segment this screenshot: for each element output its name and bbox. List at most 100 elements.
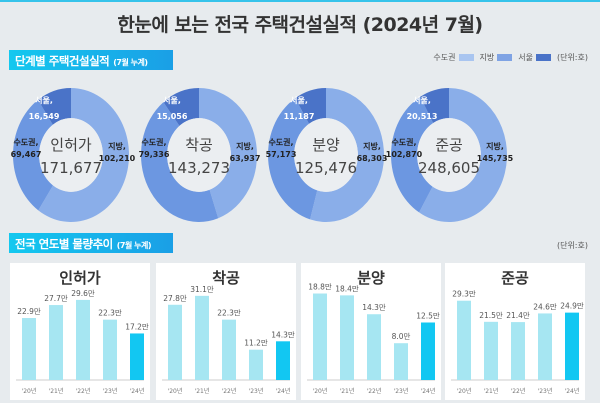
bar xyxy=(367,314,381,380)
data-label: 11.2만 xyxy=(244,339,268,348)
bar-chart: 18.8만 '20년 18.4만 '21년 14.3만 '22년 8.0만 '23년 12.5만… xyxy=(307,283,440,395)
page-title: 한눈에 보는 전국 주택건설실적 (2024년 7월) xyxy=(117,14,483,36)
slice-sudo xyxy=(391,96,434,213)
bar xyxy=(457,300,471,380)
tick-label: '22년 xyxy=(367,387,382,395)
tick-label: '21년 xyxy=(195,387,210,395)
seoul-label: 서울, xyxy=(35,95,53,105)
tick-label: '22년 xyxy=(222,387,237,395)
data-label: 27.7만 xyxy=(44,294,68,303)
bar xyxy=(394,343,408,380)
data-label: 24.9만 xyxy=(560,302,584,311)
donut-charts: 인허가171,677서울,16,549수도권,69,467지방,102,210착… xyxy=(11,88,514,223)
bar xyxy=(168,304,182,380)
tick-label: '24년 xyxy=(421,387,436,395)
bar xyxy=(76,299,90,380)
section-sub: (7월 누계) xyxy=(116,241,152,250)
donut-hole xyxy=(167,118,231,192)
bar xyxy=(484,321,498,380)
slice-seoul xyxy=(295,88,326,124)
legend: 수도권 지방 서울 (단위:호) xyxy=(433,52,588,63)
bar xyxy=(313,293,327,380)
bar-chart: 29.3만 '20년 21.5만 '21년 21.4만 '22년 24.6만 '23년 24.9… xyxy=(451,290,584,395)
bar xyxy=(130,333,144,380)
donut-3: 준공 248,605 서울, 20,513 수도권, 102,870 지방, 145,735 xyxy=(386,88,514,223)
donut-hole xyxy=(39,118,103,192)
donut-title: 착공 xyxy=(185,136,213,154)
donut-total: 125,476 xyxy=(295,159,357,177)
data-label: 18.8만 xyxy=(308,283,332,292)
bar xyxy=(538,313,552,380)
unit-label: (단위:호) xyxy=(556,53,588,62)
donut-hole xyxy=(294,118,358,192)
sudo-value: 57,173 xyxy=(266,150,297,159)
slice-jibang xyxy=(310,88,384,222)
sudo-label: 수도권, xyxy=(141,137,166,147)
unit-label-trend: (단위:호) xyxy=(556,241,588,250)
seoul-label: 서울, xyxy=(163,95,181,105)
legend-item-sudo: 수도권 xyxy=(433,52,474,63)
panel-title: 인허가 xyxy=(59,269,101,287)
tick-label: '23년 xyxy=(103,387,118,395)
tick-label: '23년 xyxy=(538,387,553,395)
donut-title: 분양 xyxy=(312,136,340,154)
jibang-value: 68,303 xyxy=(357,154,388,163)
tick-label: '24년 xyxy=(565,387,580,395)
slice-seoul xyxy=(163,88,199,126)
data-label: 8.0만 xyxy=(392,332,411,341)
donut-2: 분양 125,476 서울, 11,187 수도권, 57,173 지방, 68,303 xyxy=(266,88,388,222)
data-label: 29.3만 xyxy=(452,290,476,299)
sudo-label: 수도권, xyxy=(268,137,293,147)
data-label: 29.6만 xyxy=(71,289,95,298)
data-label: 14.3만 xyxy=(271,330,295,339)
donut-total: 171,677 xyxy=(40,159,102,177)
tick-label: '20년 xyxy=(168,387,183,395)
bar xyxy=(276,341,290,380)
sudo-label: 수도권, xyxy=(13,137,38,147)
tick-label: '22년 xyxy=(511,387,526,395)
seoul-value: 11,187 xyxy=(284,112,315,121)
seoul-label: 서울, xyxy=(290,95,308,105)
top-accent-line xyxy=(0,0,600,2)
data-label: 21.4만 xyxy=(506,311,530,320)
jibang-label: 지방, xyxy=(363,141,381,151)
tick-label: '24년 xyxy=(276,387,291,395)
tick-label: '21년 xyxy=(484,387,499,395)
tick-label: '20년 xyxy=(22,387,37,395)
bar xyxy=(340,295,354,380)
bar xyxy=(103,319,117,380)
legend-item-jibang: 지방 xyxy=(480,52,513,63)
jibang-label: 지방, xyxy=(236,141,254,151)
bar xyxy=(421,322,435,380)
bar-panel-1: 착공 27.8만 '20년 31.1만 '21년 22.3만 '22년 11.2만 '23년 14… xyxy=(156,263,296,400)
tick-label: '21년 xyxy=(340,387,355,395)
donut-title: 준공 xyxy=(435,136,463,154)
donut-1: 착공 143,273 서울, 15,056 수도권, 79,336 지방, 63,937 xyxy=(139,88,260,222)
data-label: 27.8만 xyxy=(163,294,187,303)
bar xyxy=(249,349,263,380)
bar xyxy=(195,295,209,380)
tick-label: '22년 xyxy=(76,387,91,395)
seoul-value: 20,513 xyxy=(407,112,438,121)
bar-panel-2: 분양 18.8만 '20년 18.4만 '21년 14.3만 '22년 8.0만 '23년 12.… xyxy=(301,263,441,400)
slice-jibang xyxy=(199,88,257,219)
sudo-value: 79,336 xyxy=(139,150,170,159)
panel-title: 분양 xyxy=(357,269,385,287)
data-label: 22.9만 xyxy=(17,307,41,316)
jibang-label: 지방, xyxy=(108,141,126,151)
data-label: 22.3만 xyxy=(217,309,241,318)
slice-seoul xyxy=(37,88,71,125)
tick-label: '20년 xyxy=(457,387,472,395)
donut-total: 248,605 xyxy=(418,159,480,177)
data-label: 12.5만 xyxy=(416,312,440,321)
bar xyxy=(222,319,236,380)
donut-title: 인허가 xyxy=(50,136,92,154)
sudo-value: 102,870 xyxy=(386,150,423,159)
bar xyxy=(49,305,63,380)
tick-label: '21년 xyxy=(49,387,64,395)
section-sub: (7월 누계) xyxy=(113,58,148,67)
bar-chart: 22.9만 '20년 27.7만 '21년 29.6만 '22년 22.3만 '23년 17.2… xyxy=(16,289,149,395)
tick-label: '23년 xyxy=(249,387,264,395)
data-label: 18.4만 xyxy=(335,284,359,293)
jibang-label: 지방, xyxy=(486,141,504,151)
